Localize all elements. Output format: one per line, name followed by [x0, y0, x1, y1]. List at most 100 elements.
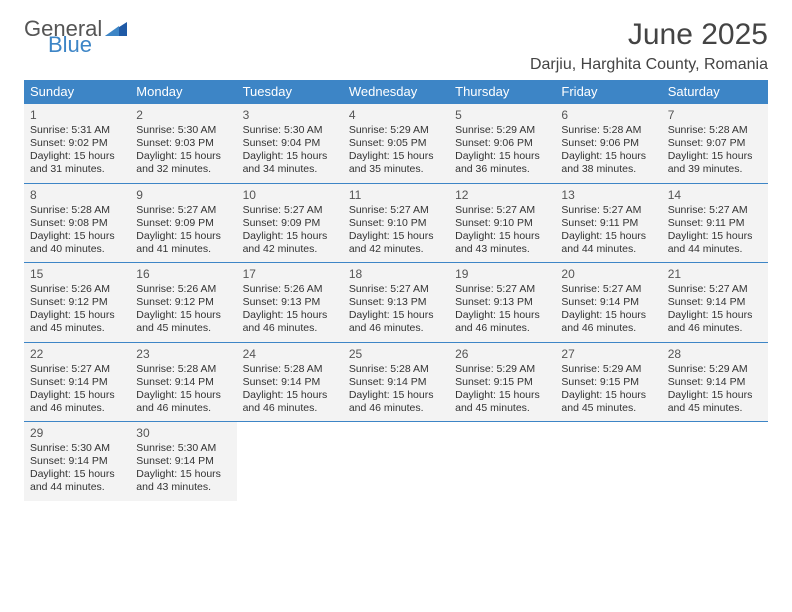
calendar-day-cell: 6Sunrise: 5:28 AMSunset: 9:06 PMDaylight… — [555, 104, 661, 183]
day-number: 13 — [561, 188, 655, 202]
day-number: 17 — [243, 267, 337, 281]
day-number: 2 — [136, 108, 230, 122]
sunrise-line: Sunrise: 5:29 AM — [561, 363, 655, 376]
sunset-line: Sunset: 9:14 PM — [243, 376, 337, 389]
sunrise-line: Sunrise: 5:28 AM — [561, 124, 655, 137]
calendar-day-header-row: Sunday Monday Tuesday Wednesday Thursday… — [24, 80, 768, 104]
daylight-line: Daylight: 15 hours and 31 minutes. — [30, 150, 124, 176]
day-number: 30 — [136, 426, 230, 440]
day-number: 29 — [30, 426, 124, 440]
calendar-day-cell: 12Sunrise: 5:27 AMSunset: 9:10 PMDayligh… — [449, 184, 555, 263]
day-number: 8 — [30, 188, 124, 202]
calendar-day-cell: 28Sunrise: 5:29 AMSunset: 9:14 PMDayligh… — [662, 343, 768, 422]
calendar-week-row: 29 Sunrise: 5:30 AM Sunset: 9:14 PM Dayligh… — [24, 422, 768, 501]
calendar-day-cell: 23Sunrise: 5:28 AMSunset: 9:14 PMDayligh… — [130, 343, 236, 422]
day-number: 22 — [30, 347, 124, 361]
sunset-line: Sunset: 9:15 PM — [455, 376, 549, 389]
sunrise-line: Sunrise: 5:27 AM — [455, 204, 549, 217]
calendar-day-blank — [449, 422, 555, 501]
daylight-line: Daylight: 15 hours and 46 minutes. — [455, 309, 549, 335]
daylight-line: Daylight: 15 hours and 45 minutes. — [30, 309, 124, 335]
sunset-line: Sunset: 9:11 PM — [561, 217, 655, 230]
sunrise-line: Sunrise: 5:28 AM — [243, 363, 337, 376]
sunrise-line: Sunrise: 5:27 AM — [561, 204, 655, 217]
calendar-day-blank — [237, 422, 343, 501]
calendar-day-cell: 4Sunrise: 5:29 AMSunset: 9:05 PMDaylight… — [343, 104, 449, 183]
daylight-line: Daylight: 15 hours and 40 minutes. — [30, 230, 124, 256]
sunset-line: Sunset: 9:15 PM — [561, 376, 655, 389]
daylight-line: Daylight: 15 hours and 45 minutes. — [561, 389, 655, 415]
sunrise-line: Sunrise: 5:26 AM — [30, 283, 124, 296]
day-number: 24 — [243, 347, 337, 361]
sunrise-line: Sunrise: 5:29 AM — [668, 363, 762, 376]
calendar-week-row: 1Sunrise: 5:31 AMSunset: 9:02 PMDaylight… — [24, 104, 768, 184]
daylight-line: Daylight: 15 hours and 39 minutes. — [668, 150, 762, 176]
sunrise-line: Sunrise: 5:30 AM — [243, 124, 337, 137]
day-number: 5 — [455, 108, 549, 122]
day-number: 7 — [668, 108, 762, 122]
daylight-line: Daylight: 15 hours and 46 minutes. — [668, 309, 762, 335]
sunset-line: Sunset: 9:06 PM — [561, 137, 655, 150]
daylight-line: Daylight: 15 hours and 46 minutes. — [349, 309, 443, 335]
day-number: 25 — [349, 347, 443, 361]
day-number: 19 — [455, 267, 549, 281]
brand-logo: General Blue — [24, 18, 127, 56]
sunrise-line: Sunrise: 5:28 AM — [349, 363, 443, 376]
day-header: Wednesday — [343, 80, 449, 104]
calendar-day-cell: 2Sunrise: 5:30 AMSunset: 9:03 PMDaylight… — [130, 104, 236, 183]
daylight-line: Daylight: 15 hours and 42 minutes. — [243, 230, 337, 256]
daylight-line: Daylight: 15 hours and 34 minutes. — [243, 150, 337, 176]
sunrise-line: Sunrise: 5:30 AM — [30, 442, 124, 455]
calendar-day-cell: 20Sunrise: 5:27 AMSunset: 9:14 PMDayligh… — [555, 263, 661, 342]
day-number: 14 — [668, 188, 762, 202]
sunset-line: Sunset: 9:05 PM — [349, 137, 443, 150]
daylight-line: Daylight: 15 hours and 45 minutes. — [136, 309, 230, 335]
day-number: 11 — [349, 188, 443, 202]
location-subtitle: Darjiu, Harghita County, Romania — [530, 56, 768, 74]
day-header: Saturday — [662, 80, 768, 104]
sunset-line: Sunset: 9:14 PM — [349, 376, 443, 389]
calendar-week-row: 15Sunrise: 5:26 AMSunset: 9:12 PMDayligh… — [24, 263, 768, 343]
day-header: Tuesday — [237, 80, 343, 104]
sunrise-line: Sunrise: 5:28 AM — [668, 124, 762, 137]
sunset-line: Sunset: 9:14 PM — [561, 296, 655, 309]
calendar-day-cell: 11Sunrise: 5:27 AMSunset: 9:10 PMDayligh… — [343, 184, 449, 263]
day-header: Monday — [130, 80, 236, 104]
sunset-line: Sunset: 9:04 PM — [243, 137, 337, 150]
sunrise-line: Sunrise: 5:28 AM — [136, 363, 230, 376]
sunset-line: Sunset: 9:10 PM — [349, 217, 443, 230]
daylight-line: Daylight: 15 hours and 44 minutes. — [561, 230, 655, 256]
page-header: General Blue June 2025 Darjiu, Harghita … — [24, 18, 768, 74]
sunset-line: Sunset: 9:02 PM — [30, 137, 124, 150]
calendar-day-cell: 26Sunrise: 5:29 AMSunset: 9:15 PMDayligh… — [449, 343, 555, 422]
daylight-line: Daylight: 15 hours and 46 minutes. — [561, 309, 655, 335]
sunset-line: Sunset: 9:09 PM — [243, 217, 337, 230]
day-number: 3 — [243, 108, 337, 122]
sunset-line: Sunset: 9:11 PM — [668, 217, 762, 230]
daylight-line: Daylight: 15 hours and 44 minutes. — [30, 468, 124, 494]
day-header: Thursday — [449, 80, 555, 104]
brand-word-blue: Blue — [48, 34, 127, 56]
day-number: 12 — [455, 188, 549, 202]
daylight-line: Daylight: 15 hours and 45 minutes. — [668, 389, 762, 415]
sunset-line: Sunset: 9:12 PM — [30, 296, 124, 309]
calendar-body: 1Sunrise: 5:31 AMSunset: 9:02 PMDaylight… — [24, 104, 768, 501]
daylight-line: Daylight: 15 hours and 46 minutes. — [243, 309, 337, 335]
sunset-line: Sunset: 9:09 PM — [136, 217, 230, 230]
calendar-day-cell: 29Sunrise: 5:30 AMSunset: 9:14 PMDayligh… — [24, 422, 130, 501]
calendar-day-cell: 5Sunrise: 5:29 AMSunset: 9:06 PMDaylight… — [449, 104, 555, 183]
calendar-day-blank — [555, 422, 661, 501]
calendar-day-cell: 10Sunrise: 5:27 AMSunset: 9:09 PMDayligh… — [237, 184, 343, 263]
day-number: 10 — [243, 188, 337, 202]
sunset-line: Sunset: 9:14 PM — [136, 455, 230, 468]
sunrise-line: Sunrise: 5:27 AM — [349, 283, 443, 296]
day-header: Sunday — [24, 80, 130, 104]
calendar-day-cell: 24 Sunrise: 5:28 AMSunset: 9:14 PMDayligh… — [237, 343, 343, 422]
sunset-line: Sunset: 9:14 PM — [136, 376, 230, 389]
sunrise-line: Sunrise: 5:27 AM — [455, 283, 549, 296]
sunrise-line: Sunrise: 5:28 AM — [30, 204, 124, 217]
sunrise-line: Sunrise: 5:29 AM — [455, 124, 549, 137]
calendar-day-cell: 17Sunrise: 5:26 AMSunset: 9:13 PMDayligh… — [237, 263, 343, 342]
daylight-line: Daylight: 15 hours and 46 minutes. — [243, 389, 337, 415]
daylight-line: Daylight: 15 hours and 46 minutes. — [30, 389, 124, 415]
